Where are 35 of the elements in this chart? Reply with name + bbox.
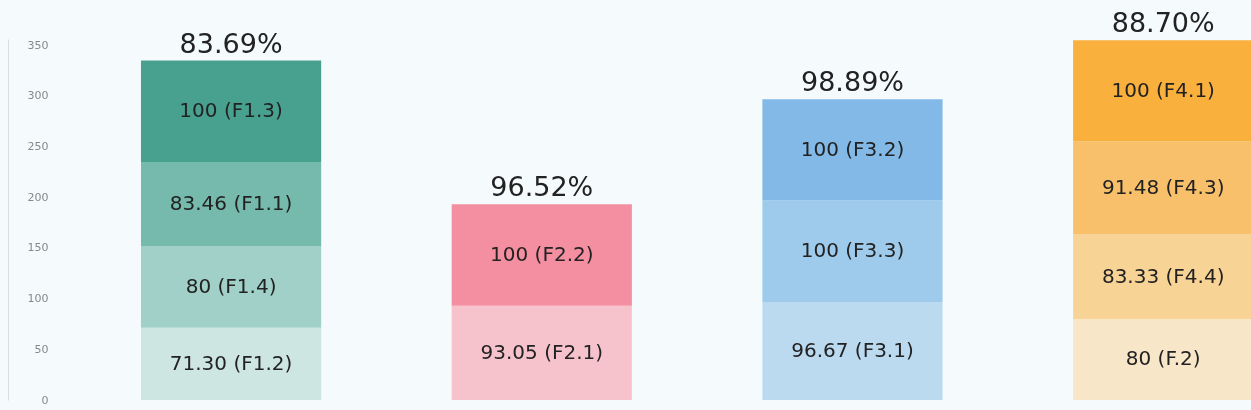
y-tick-label: 200 (27, 190, 49, 204)
annotation: 83.69% (179, 27, 283, 59)
bar (140, 60, 322, 162)
data-label: 83.33 (F4.4) (1101, 263, 1225, 288)
y-tick-label: 250 (27, 139, 49, 153)
y-tick-label: 50 (34, 342, 49, 356)
y-tick-label: 150 (27, 241, 49, 255)
text: 88.70% (1111, 7, 1215, 39)
y-tick-label: 100 (27, 292, 49, 306)
data-label: 80 (F1.4) (185, 274, 277, 299)
bar (140, 161, 322, 247)
y-tick-label: 0 (41, 393, 49, 407)
data-label: 71.30 (F1.2) (169, 350, 293, 375)
data-label: 100 (F1.3) (179, 98, 283, 123)
bar (762, 99, 943, 201)
data-label: 100 (F4.1) (1111, 77, 1215, 102)
y-tick-label: 350 (27, 38, 49, 52)
annotation: 98.89% (801, 66, 904, 98)
bar (451, 204, 632, 306)
data-label: 100 (F3.3) (800, 238, 905, 263)
data-label: 83.46 (F1.1) (169, 191, 293, 216)
data-label: 91.48 (F4.3) (1101, 174, 1225, 199)
bar (140, 246, 322, 328)
bar (140, 327, 322, 400)
data-label: 96.67 (F3.1) (791, 337, 914, 362)
data-label: 100 (F2.2) (490, 241, 594, 266)
bar (762, 200, 943, 302)
data-label: 80 (F.2) (1125, 346, 1201, 371)
data-label: 93.05 (F2.1) (480, 339, 604, 364)
bar (762, 301, 943, 400)
bar (451, 305, 632, 400)
annotation: 96.52% (490, 171, 594, 203)
bar (1073, 40, 1251, 142)
y-tick-label: 300 (27, 89, 49, 103)
data-label: 100 (F3.2) (800, 136, 905, 161)
